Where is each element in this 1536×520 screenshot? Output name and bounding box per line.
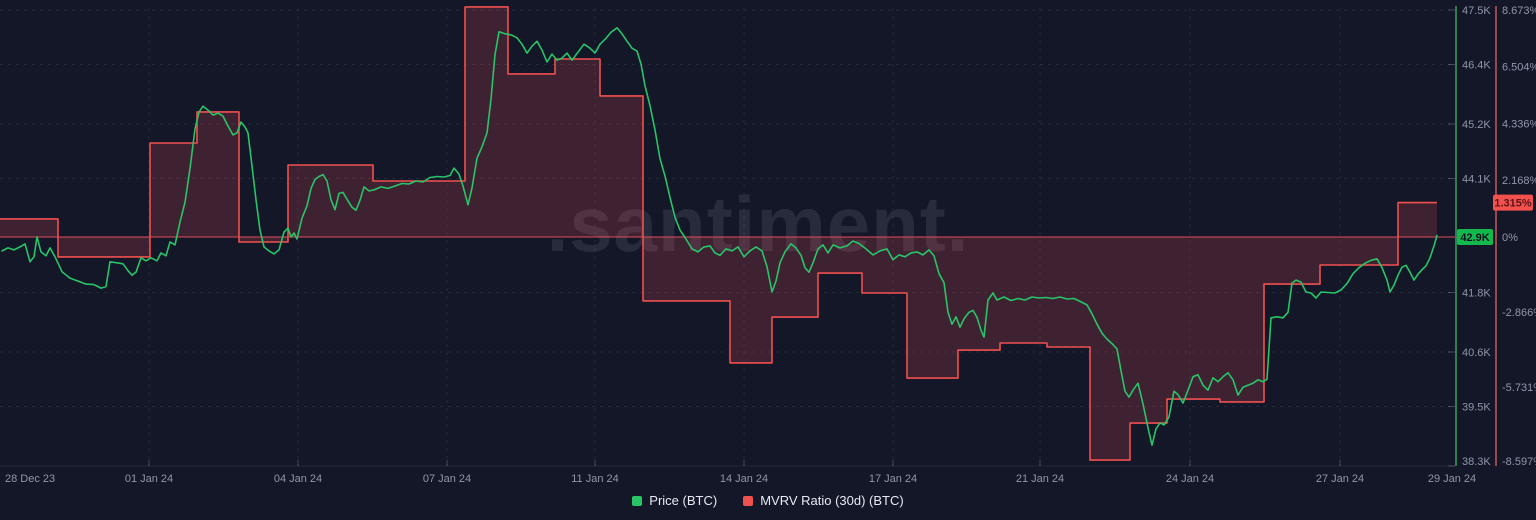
legend-item-price[interactable]: Price (BTC) bbox=[632, 493, 717, 508]
mvrv-legend-label: MVRV Ratio (30d) (BTC) bbox=[760, 493, 904, 508]
svg-text:-5.731%: -5.731% bbox=[1502, 382, 1536, 394]
pct-axis-labels: 8.673% 6.504% 4.336% 2.168% 0% -2.866% -5.731%… bbox=[1502, 5, 1536, 468]
svg-text:24 Jan 24: 24 Jan 24 bbox=[1166, 473, 1214, 485]
svg-text:4.336%: 4.336% bbox=[1502, 118, 1536, 130]
svg-text:14 Jan 24: 14 Jan 24 bbox=[720, 473, 768, 485]
svg-text:29 Jan 24: 29 Jan 24 bbox=[1428, 473, 1476, 485]
svg-text:28 Dec 23: 28 Dec 23 bbox=[5, 473, 55, 485]
svg-text:45.2K: 45.2K bbox=[1462, 119, 1491, 131]
svg-text:17 Jan 24: 17 Jan 24 bbox=[869, 473, 917, 485]
svg-text:2.168%: 2.168% bbox=[1502, 175, 1536, 187]
svg-text:40.6K: 40.6K bbox=[1462, 347, 1491, 359]
svg-text:01 Jan 24: 01 Jan 24 bbox=[125, 473, 173, 485]
svg-text:6.504%: 6.504% bbox=[1502, 62, 1536, 74]
svg-text:8.673%: 8.673% bbox=[1502, 5, 1536, 17]
mvrv-step-line bbox=[0, 6, 1437, 461]
mvrv-series-swatch-icon bbox=[743, 495, 754, 506]
price-series-swatch-icon bbox=[632, 495, 643, 506]
svg-text:-2.866%: -2.866% bbox=[1502, 307, 1536, 319]
svg-text:27 Jan 24: 27 Jan 24 bbox=[1316, 473, 1364, 485]
axis-lines bbox=[1455, 6, 1497, 466]
svg-text:0%: 0% bbox=[1502, 232, 1518, 244]
svg-text:42.9K: 42.9K bbox=[1460, 232, 1489, 244]
chart-legend: Price (BTC) MVRV Ratio (30d) (BTC) bbox=[0, 493, 1536, 508]
svg-text:11 Jan 24: 11 Jan 24 bbox=[571, 473, 619, 485]
svg-text:04 Jan 24: 04 Jan 24 bbox=[274, 473, 322, 485]
date-axis-labels: 28 Dec 23 01 Jan 24 04 Jan 24 07 Jan 24 11 J… bbox=[5, 473, 1476, 485]
svg-text:21 Jan 24: 21 Jan 24 bbox=[1016, 473, 1064, 485]
svg-text:46.4K: 46.4K bbox=[1462, 60, 1491, 72]
mvrv-current-badge: 1.315% bbox=[1493, 194, 1533, 211]
price-current-badge: 42.9K bbox=[1457, 229, 1493, 246]
svg-text:38.3K: 38.3K bbox=[1462, 456, 1491, 468]
price-axis-labels: 47.5K 46.4K 45.2K 44.1K 41.8K 40.6K 39.5K 38.3K bbox=[1462, 5, 1491, 468]
svg-text:39.5K: 39.5K bbox=[1462, 402, 1491, 414]
legend-item-mvrv[interactable]: MVRV Ratio (30d) (BTC) bbox=[743, 493, 904, 508]
svg-text:47.5K: 47.5K bbox=[1462, 5, 1491, 17]
svg-text:44.1K: 44.1K bbox=[1462, 174, 1491, 186]
svg-text:41.8K: 41.8K bbox=[1462, 288, 1491, 300]
svg-text:07 Jan 24: 07 Jan 24 bbox=[423, 473, 471, 485]
mvrv-area-fill bbox=[0, 6, 1437, 461]
svg-text:-8.597%: -8.597% bbox=[1502, 456, 1536, 468]
price-legend-label: Price (BTC) bbox=[649, 493, 718, 508]
axis-tick-marks bbox=[148, 9, 1455, 467]
price-line bbox=[1, 27, 1438, 446]
svg-text:1.315%: 1.315% bbox=[1494, 198, 1532, 210]
